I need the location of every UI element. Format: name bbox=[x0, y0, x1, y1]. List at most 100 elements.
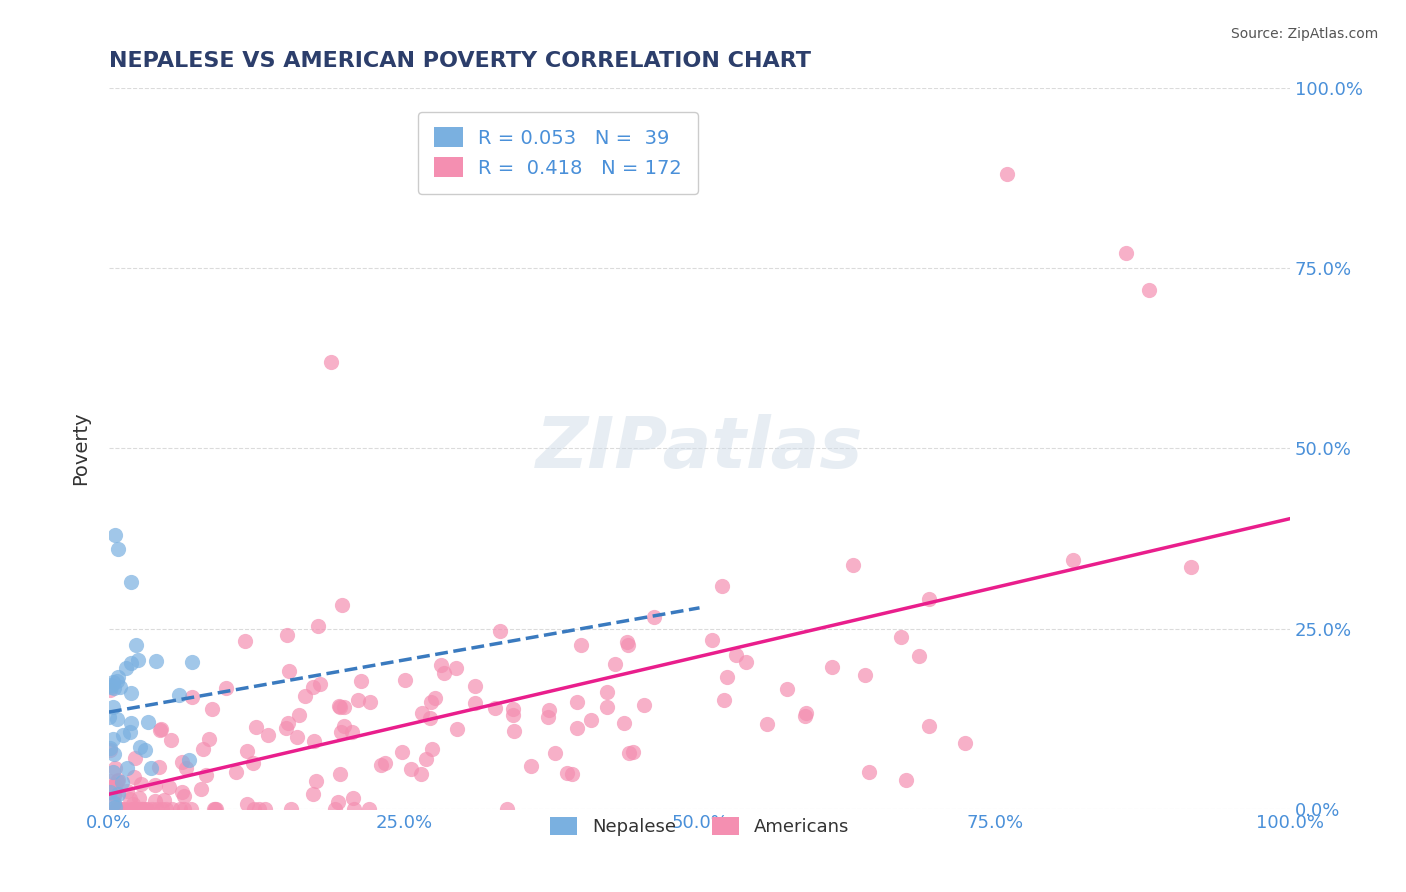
Americans bbox=[100, 683, 122, 698]
Americans bbox=[319, 355, 342, 369]
Americans bbox=[134, 802, 156, 816]
Americans bbox=[605, 657, 627, 671]
Americans bbox=[104, 761, 127, 775]
Americans bbox=[236, 744, 259, 758]
Americans bbox=[794, 706, 817, 720]
Americans bbox=[596, 700, 619, 714]
Americans bbox=[328, 699, 350, 714]
Americans bbox=[374, 756, 396, 771]
Americans bbox=[423, 691, 446, 706]
Americans bbox=[153, 792, 176, 806]
Americans bbox=[118, 792, 141, 806]
Americans bbox=[821, 660, 844, 674]
Americans bbox=[489, 624, 512, 638]
Americans bbox=[190, 781, 212, 796]
Americans bbox=[143, 794, 166, 808]
Nepalese bbox=[120, 686, 142, 700]
Americans bbox=[332, 700, 354, 714]
Americans bbox=[100, 802, 122, 816]
Americans bbox=[1137, 283, 1160, 297]
Americans bbox=[173, 789, 195, 804]
Nepalese bbox=[125, 639, 148, 653]
Americans bbox=[724, 648, 747, 662]
Nepalese bbox=[129, 739, 152, 754]
Americans bbox=[716, 670, 738, 684]
Americans bbox=[242, 756, 264, 770]
Nepalese bbox=[103, 765, 125, 780]
Nepalese bbox=[108, 680, 131, 694]
Nepalese bbox=[100, 784, 122, 798]
Americans bbox=[302, 680, 325, 694]
Americans bbox=[115, 783, 138, 797]
Americans bbox=[302, 787, 325, 801]
Americans bbox=[243, 802, 266, 816]
Americans bbox=[105, 802, 128, 816]
Americans bbox=[245, 720, 267, 734]
Americans bbox=[277, 716, 299, 731]
Americans bbox=[446, 722, 468, 736]
Americans bbox=[114, 802, 136, 816]
Americans bbox=[519, 758, 541, 772]
Americans bbox=[107, 772, 129, 787]
Nepalese bbox=[134, 743, 156, 757]
Americans bbox=[294, 689, 316, 703]
Americans bbox=[858, 764, 880, 779]
Americans bbox=[143, 778, 166, 792]
Americans bbox=[330, 725, 353, 739]
Americans bbox=[419, 695, 441, 709]
Americans bbox=[415, 751, 437, 765]
Americans bbox=[464, 696, 486, 710]
Americans bbox=[172, 785, 194, 799]
Americans bbox=[617, 746, 640, 760]
Americans bbox=[141, 802, 163, 816]
Nepalese bbox=[107, 542, 129, 557]
Americans bbox=[394, 673, 416, 687]
Americans bbox=[496, 802, 519, 816]
Americans bbox=[129, 777, 152, 791]
Americans bbox=[131, 802, 153, 816]
Americans bbox=[643, 609, 665, 624]
Nepalese bbox=[104, 799, 127, 814]
Americans bbox=[347, 693, 370, 707]
Americans bbox=[124, 802, 146, 816]
Americans bbox=[309, 676, 332, 690]
Americans bbox=[253, 802, 276, 816]
Americans bbox=[122, 771, 145, 785]
Americans bbox=[329, 767, 352, 781]
Americans bbox=[148, 760, 170, 774]
Americans bbox=[247, 802, 270, 816]
Nepalese bbox=[145, 654, 167, 668]
Nepalese bbox=[101, 731, 124, 746]
Americans bbox=[561, 767, 583, 781]
Americans bbox=[420, 741, 443, 756]
Americans bbox=[104, 779, 127, 793]
Americans bbox=[340, 725, 363, 739]
Americans bbox=[464, 680, 486, 694]
Nepalese bbox=[180, 655, 202, 669]
Americans bbox=[328, 795, 350, 809]
Americans bbox=[280, 802, 302, 816]
Americans bbox=[172, 755, 194, 769]
Americans bbox=[124, 751, 146, 765]
Americans bbox=[150, 722, 173, 736]
Americans bbox=[503, 724, 526, 739]
Americans bbox=[537, 709, 560, 723]
Americans bbox=[775, 682, 797, 697]
Nepalese bbox=[111, 774, 134, 789]
Americans bbox=[233, 634, 256, 648]
Americans bbox=[215, 681, 238, 695]
Americans bbox=[136, 802, 159, 816]
Americans bbox=[124, 802, 146, 816]
Americans bbox=[343, 802, 366, 816]
Americans bbox=[565, 695, 588, 709]
Nepalese bbox=[103, 747, 125, 761]
Americans bbox=[995, 167, 1018, 181]
Americans bbox=[101, 780, 124, 794]
Nepalese bbox=[100, 680, 122, 694]
Americans bbox=[411, 706, 433, 720]
Americans bbox=[616, 635, 638, 649]
Americans bbox=[105, 773, 128, 788]
Americans bbox=[433, 665, 456, 680]
Americans bbox=[484, 701, 506, 715]
Nepalese bbox=[105, 673, 128, 688]
